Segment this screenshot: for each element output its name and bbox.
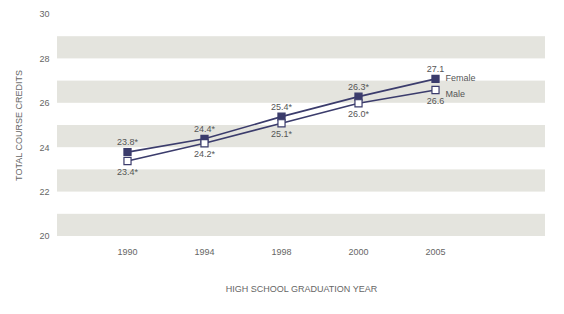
svg-text:2005: 2005 [425,247,445,257]
svg-text:30: 30 [39,9,49,19]
svg-text:23.8*: 23.8* [117,137,139,147]
svg-text:Male: Male [446,89,466,99]
svg-text:Female: Female [446,73,476,83]
svg-text:26.3*: 26.3* [348,82,370,92]
svg-text:24: 24 [39,143,49,153]
svg-text:1990: 1990 [117,247,137,257]
svg-text:23.4*: 23.4* [117,167,139,177]
svg-text:28: 28 [39,54,49,64]
svg-text:26.6: 26.6 [427,96,445,106]
svg-text:26: 26 [39,98,49,108]
svg-text:22: 22 [39,187,49,197]
svg-text:24.2*: 24.2* [194,149,216,159]
svg-text:25.4*: 25.4* [271,102,293,112]
svg-text:HIGH SCHOOL GRADUATION YEAR: HIGH SCHOOL GRADUATION YEAR [226,284,378,294]
svg-text:1998: 1998 [271,247,291,257]
svg-text:TOTAL COURSE CREDITS: TOTAL COURSE CREDITS [14,70,24,181]
svg-text:1994: 1994 [194,247,214,257]
svg-text:20: 20 [39,231,49,241]
svg-text:25.1*: 25.1* [271,129,293,139]
svg-text:2000: 2000 [348,247,368,257]
svg-text:27.1: 27.1 [427,64,445,74]
svg-text:26.0*: 26.0* [348,109,370,119]
svg-text:24.4*: 24.4* [194,124,216,134]
